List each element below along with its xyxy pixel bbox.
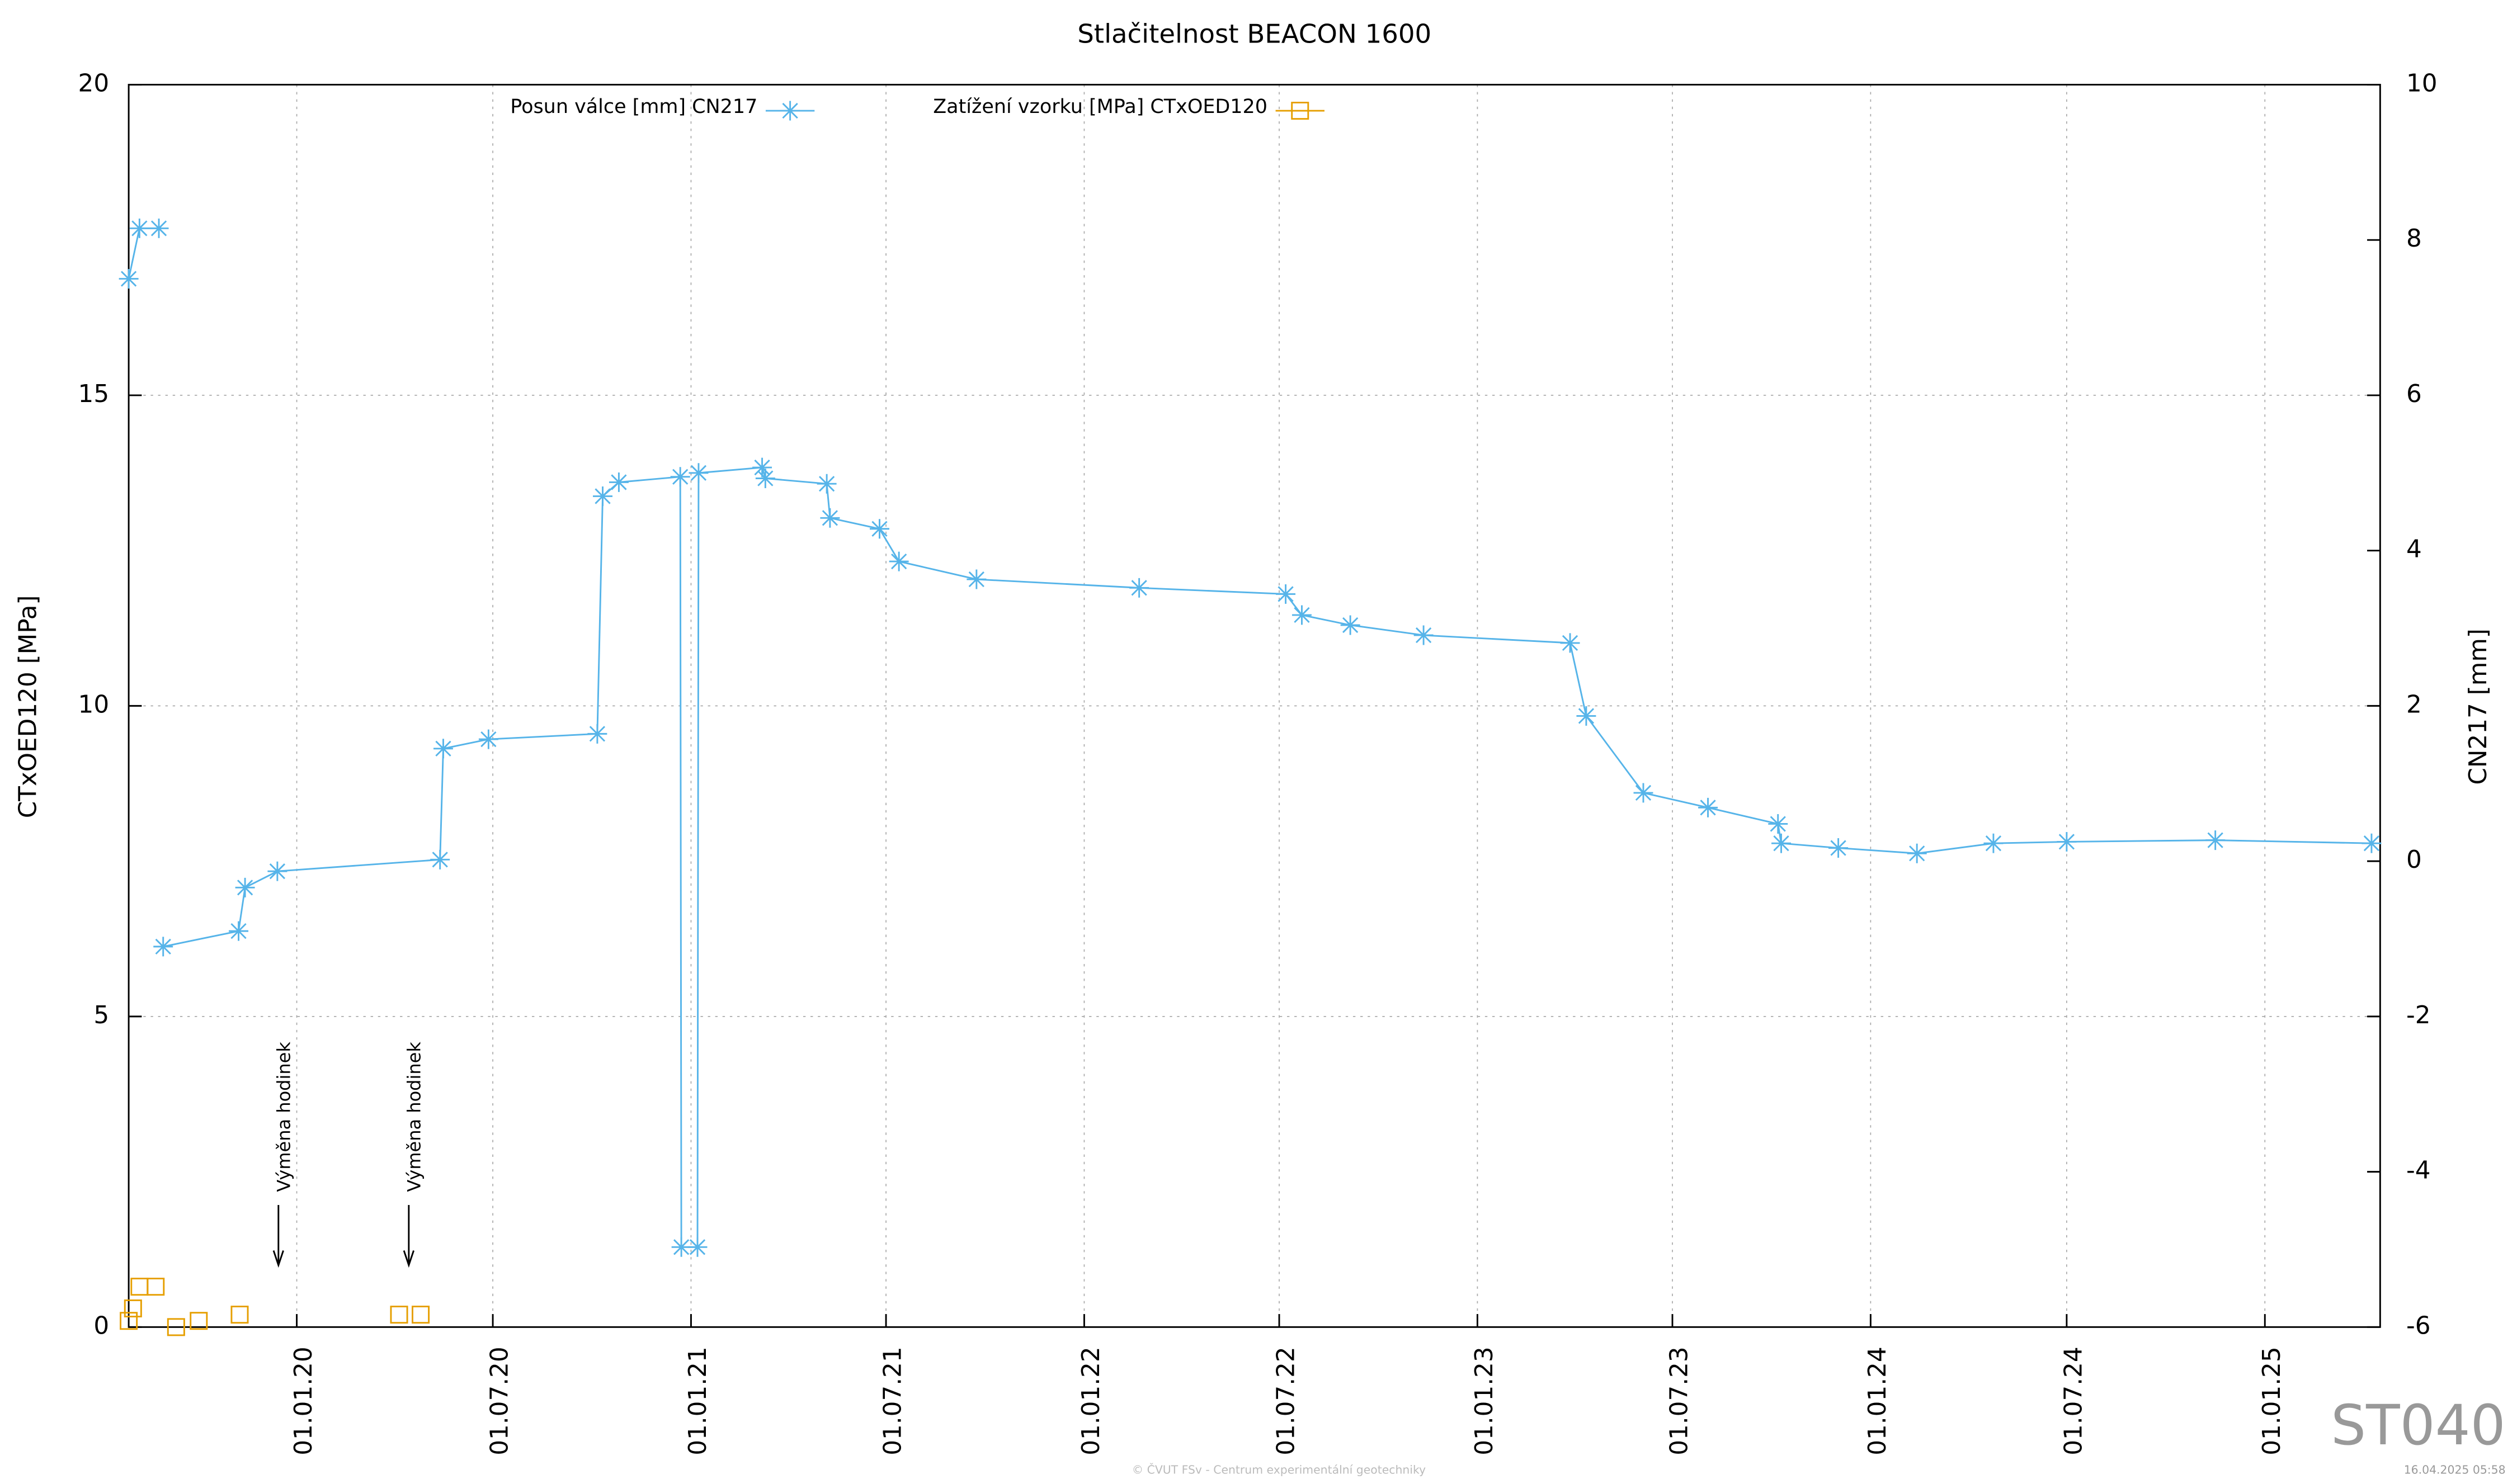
x-tick-label: 01.01.23 xyxy=(1470,1346,1498,1455)
x-tick-label: 01.01.24 xyxy=(1863,1346,1892,1455)
point xyxy=(390,1306,408,1324)
chart-title: Stlačitelnost BEACON 1600 xyxy=(1077,19,1431,49)
point xyxy=(870,519,889,539)
point xyxy=(587,724,607,744)
point xyxy=(1771,833,1791,853)
point xyxy=(230,1306,249,1324)
point xyxy=(478,729,498,749)
annotation: Výměna hodinek xyxy=(403,1042,425,1192)
watermark: ST040 xyxy=(2331,1393,2505,1458)
y2-tick-label: 0 xyxy=(2406,845,2422,874)
point xyxy=(609,472,629,492)
y2-tick-label: -4 xyxy=(2406,1156,2431,1185)
legend-marker xyxy=(780,101,800,121)
legend-marker xyxy=(1291,102,1309,120)
point xyxy=(817,474,837,494)
y-tick-label: 5 xyxy=(93,1001,109,1029)
legend-label: Zatížení vzorku [MPa] CTxOED120 xyxy=(933,96,1267,118)
point xyxy=(889,551,909,571)
point xyxy=(1292,605,1312,625)
annotation: Výměna hodinek xyxy=(273,1042,294,1192)
x-tick-label: 01.07.21 xyxy=(879,1346,907,1455)
y2-tick-label: 4 xyxy=(2406,535,2422,564)
timestamp: 16.04.2025 05:58 xyxy=(2404,1463,2506,1476)
point xyxy=(2205,830,2226,850)
point xyxy=(130,1278,149,1296)
y-tick-label: 0 xyxy=(93,1311,109,1340)
point xyxy=(670,467,690,487)
point xyxy=(820,508,840,528)
point xyxy=(1698,797,1718,817)
point xyxy=(229,921,249,941)
plot-frame xyxy=(128,83,2381,1328)
point xyxy=(235,877,255,897)
point xyxy=(430,849,450,869)
y-axis-label: CTxOED120 [MPa] xyxy=(13,595,42,818)
x-tick-label: 01.01.20 xyxy=(289,1346,318,1455)
point xyxy=(1129,578,1149,598)
point xyxy=(1633,783,1653,803)
point xyxy=(153,937,173,957)
point xyxy=(1340,615,1360,635)
point xyxy=(967,569,987,589)
point xyxy=(689,463,709,483)
y-tick-label: 15 xyxy=(78,380,110,408)
y2-tick-label: -6 xyxy=(2406,1311,2431,1340)
x-tick-label: 01.07.20 xyxy=(486,1346,514,1455)
point xyxy=(190,1312,208,1330)
y2-axis-label: CN217 [mm] xyxy=(2464,628,2492,785)
point xyxy=(167,1318,185,1336)
point xyxy=(267,861,287,881)
y2-tick-label: 10 xyxy=(2406,69,2438,97)
y-tick-label: 10 xyxy=(78,690,110,719)
x-tick-label: 01.01.25 xyxy=(2257,1346,2286,1455)
y2-tick-label: -2 xyxy=(2406,1001,2431,1029)
point xyxy=(412,1306,430,1324)
point xyxy=(1576,706,1596,726)
point xyxy=(671,1237,691,1257)
x-tick-label: 01.07.23 xyxy=(1665,1346,1694,1455)
y2-tick-label: 2 xyxy=(2406,690,2422,719)
point xyxy=(147,1278,165,1296)
point xyxy=(755,469,775,488)
point xyxy=(2362,833,2382,853)
y2-tick-label: 8 xyxy=(2406,224,2422,253)
point xyxy=(1560,633,1580,653)
x-tick-label: 01.07.22 xyxy=(1272,1346,1300,1455)
point xyxy=(124,1299,142,1318)
x-tick-label: 01.01.21 xyxy=(684,1346,712,1455)
point xyxy=(752,457,772,478)
point xyxy=(1413,625,1434,645)
series-line xyxy=(128,227,2372,1248)
annotation-arrowhead xyxy=(272,1250,284,1268)
point xyxy=(1907,843,1927,863)
footer: © ČVUT FSv - Centrum experimentální geot… xyxy=(1132,1462,1426,1476)
point xyxy=(687,1237,708,1257)
point xyxy=(1276,584,1296,604)
x-tick-label: 01.07.24 xyxy=(2059,1346,2087,1455)
point xyxy=(1828,838,1849,858)
annotation-arrowhead xyxy=(403,1250,414,1268)
point xyxy=(433,739,453,759)
point xyxy=(119,269,139,289)
y2-tick-label: 6 xyxy=(2406,380,2422,408)
x-tick-label: 01.01.22 xyxy=(1077,1346,1105,1455)
point xyxy=(2057,831,2077,852)
point xyxy=(593,486,612,506)
y-tick-label: 20 xyxy=(78,69,110,97)
point xyxy=(1983,833,2004,853)
point xyxy=(149,218,169,238)
point xyxy=(1768,814,1788,834)
point xyxy=(120,1312,138,1330)
point xyxy=(129,218,149,238)
legend-label: Posun válce [mm] CN217 xyxy=(510,96,757,118)
